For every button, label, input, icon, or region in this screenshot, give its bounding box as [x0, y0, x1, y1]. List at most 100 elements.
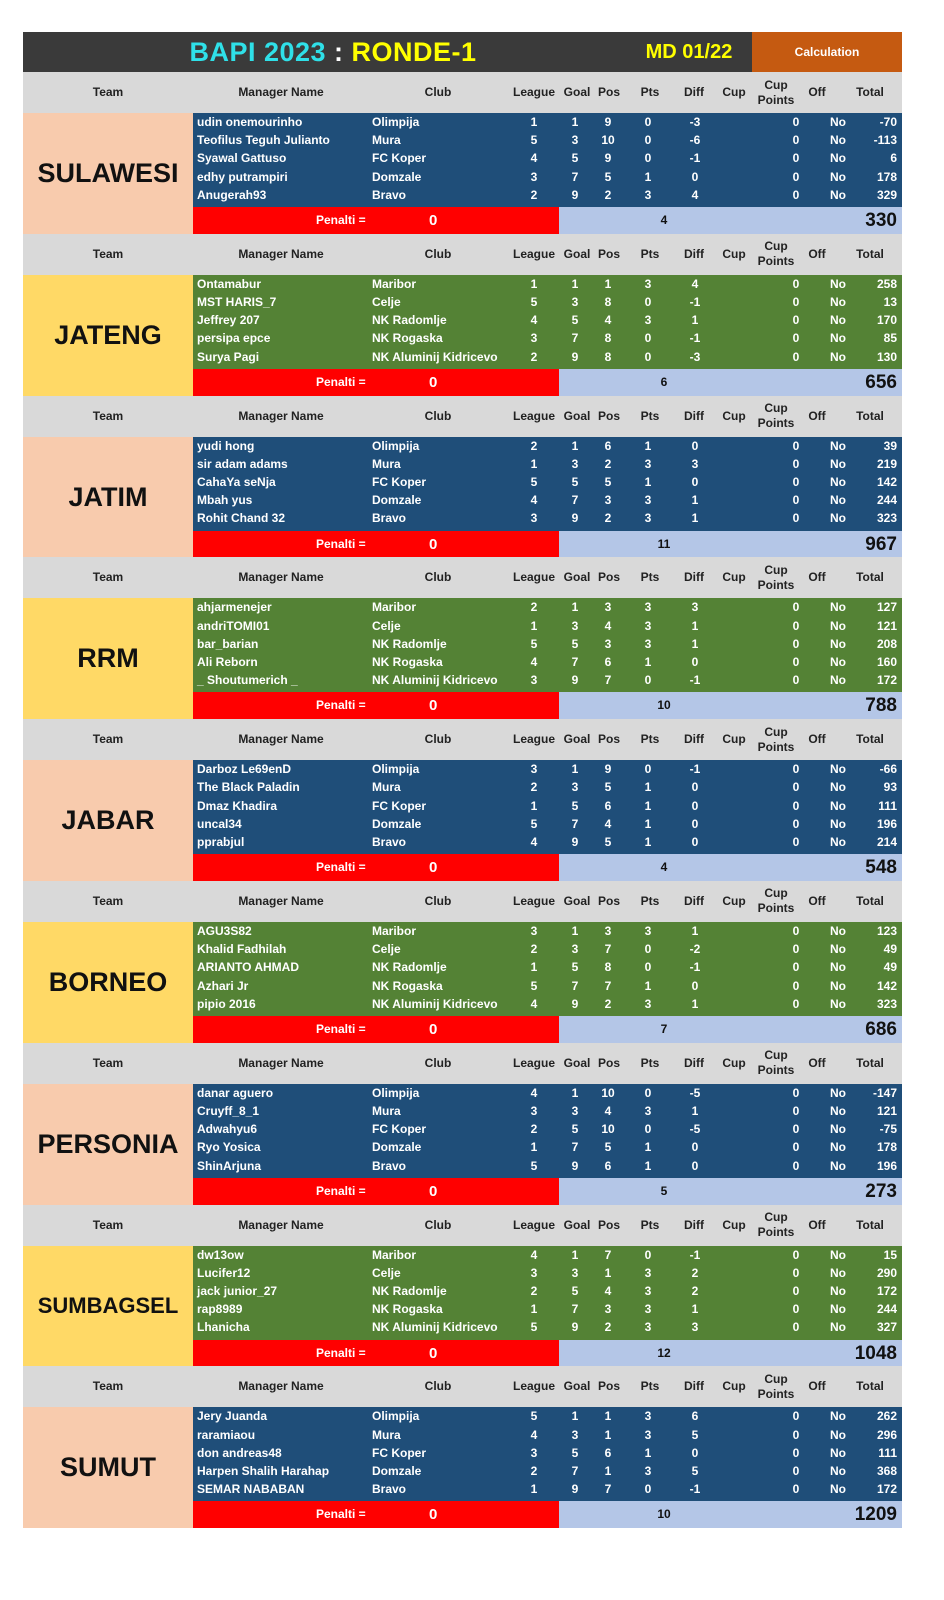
- league-value: 5: [530, 294, 538, 309]
- pos-value: 1: [604, 1409, 612, 1424]
- manager-name: rap8989: [197, 1302, 243, 1317]
- header-team: Team: [92, 570, 124, 585]
- goal-value: 9: [571, 996, 579, 1011]
- off-value: No: [830, 187, 846, 202]
- header-club: Club: [424, 1379, 452, 1394]
- cup-points-value: 0: [792, 1122, 800, 1137]
- header-cup: Cup: [722, 570, 746, 585]
- cup-value: [738, 1246, 768, 1264]
- goal-value: 3: [571, 1427, 579, 1442]
- goal-value: 7: [571, 1302, 579, 1317]
- summary-cell: 12 1048: [559, 1339, 902, 1367]
- cup-value: [738, 311, 768, 329]
- league-value: 4: [530, 1085, 538, 1100]
- total-value: 327: [876, 1320, 897, 1335]
- pts-value: 0: [644, 349, 652, 364]
- league-value: 3: [530, 923, 538, 938]
- cup-points-value: 0: [792, 600, 800, 615]
- total-value: -70: [879, 115, 897, 129]
- header-pts: Pts: [640, 1055, 660, 1070]
- table-row: ARIANTO AHMAD NK Radomlje 1 5 8 0 -1 0 No 49: [193, 958, 902, 976]
- pos-value: 9: [604, 115, 612, 129]
- club-name: NK Aluminij Kidricevo: [372, 996, 498, 1011]
- team-name: PERSONIA: [23, 1083, 193, 1205]
- calculation-button[interactable]: Calculation: [752, 32, 902, 72]
- pos-value: 4: [604, 816, 612, 831]
- header-goal: Goal: [563, 732, 591, 747]
- penalty-value: 0: [429, 373, 438, 391]
- club-name: Domzale: [372, 1463, 422, 1478]
- diff-value: 1: [691, 313, 699, 328]
- total-value: 123: [876, 923, 897, 938]
- league-value: 3: [530, 511, 538, 526]
- header-goal: Goal: [563, 570, 591, 585]
- league-value: 3: [530, 169, 538, 184]
- table-row: Jeffrey 207 NK Radomlje 4 5 4 3 1 0 No 170: [193, 311, 902, 329]
- team-total: 967: [865, 533, 897, 555]
- manager-rows: yudi hong Olimpija 2 1 6 1 0 0 No 39 sir adam adam…: [193, 436, 902, 531]
- table-row: Harpen Shalih Harahap Domzale 2 7 1 3 5 0 No 368: [193, 1462, 902, 1480]
- header-off: Off: [808, 570, 826, 585]
- cup-value: [738, 168, 768, 186]
- diff-value: 0: [691, 978, 699, 993]
- off-value: No: [830, 834, 846, 849]
- cup-value: [738, 778, 768, 796]
- diff-value: 5: [691, 1427, 699, 1442]
- total-value: 290: [876, 1265, 897, 1280]
- goal-value: 7: [571, 816, 579, 831]
- cup-value: [738, 760, 768, 778]
- table-row: Lucifer12 Celje 3 3 1 3 2 0 No 290: [193, 1264, 902, 1282]
- team-block: Team Manager Name Club League Goal Pos Pts Diff…: [23, 1366, 902, 1529]
- total-value: 15: [883, 1247, 897, 1262]
- penalty-cell: Penalti = 0: [193, 1177, 559, 1205]
- league-value: 4: [530, 493, 538, 508]
- table-row: The Black Paladin Mura 2 3 5 1 0 0 No 93: [193, 778, 902, 796]
- cup-value: [738, 275, 768, 293]
- total-value: -147: [872, 1085, 897, 1100]
- pts-value: 1: [644, 654, 652, 669]
- club-name: Olimpija: [372, 1085, 420, 1100]
- pos-value: 9: [604, 151, 612, 166]
- total-value: 296: [876, 1427, 897, 1442]
- pts-value: 1: [644, 834, 652, 849]
- header-pos: Pos: [597, 570, 620, 585]
- cup-points-value: 0: [792, 1463, 800, 1478]
- pos-value: 5: [604, 169, 612, 184]
- pos-value: 8: [604, 349, 612, 364]
- total-value: 142: [876, 978, 897, 993]
- pos-value: 7: [604, 673, 612, 688]
- off-value: No: [830, 474, 846, 489]
- goal-value: 5: [571, 1122, 579, 1137]
- cup-value: [738, 940, 768, 958]
- manager-name: Ryo Yosica: [197, 1140, 261, 1155]
- off-value: No: [830, 762, 846, 777]
- off-value: No: [830, 133, 846, 148]
- diff-value: -1: [689, 673, 701, 688]
- header-league: League: [512, 408, 555, 423]
- club-name: NK Radomlje: [372, 313, 447, 328]
- pos-value: 4: [604, 1283, 612, 1298]
- column-header-row: Team Manager Name Club League Goal Pos Pts Diff…: [23, 233, 902, 275]
- header-cup: Cup: [722, 1217, 746, 1232]
- header-manager-name: Manager Name: [238, 408, 324, 423]
- header-diff: Diff: [684, 1055, 704, 1070]
- cup-value: [738, 922, 768, 940]
- goal-value: 9: [571, 1158, 579, 1173]
- pts-value: 0: [644, 1247, 652, 1262]
- header-cup-points: Cup Points: [757, 1371, 795, 1401]
- diff-value: 1: [691, 996, 699, 1011]
- table-row: Mbah yus Domzale 4 7 3 3 1 0 No 244: [193, 491, 902, 509]
- team-name: RRM: [23, 598, 193, 720]
- league-value: 4: [530, 1427, 538, 1442]
- cup-points-value: 0: [792, 1103, 800, 1118]
- diff-value: 1: [691, 618, 699, 633]
- cup-points-value: 0: [792, 169, 800, 184]
- header-cup: Cup: [722, 732, 746, 747]
- pos-value: 2: [604, 1320, 612, 1335]
- header-pos: Pos: [597, 1379, 620, 1394]
- club-name: Celje: [372, 618, 401, 633]
- manager-name: ahjarmenejer: [197, 600, 272, 615]
- penalty-cell: Penalti = 0: [193, 692, 559, 720]
- league-value: 2: [530, 1283, 538, 1298]
- pts-value: 3: [644, 600, 652, 615]
